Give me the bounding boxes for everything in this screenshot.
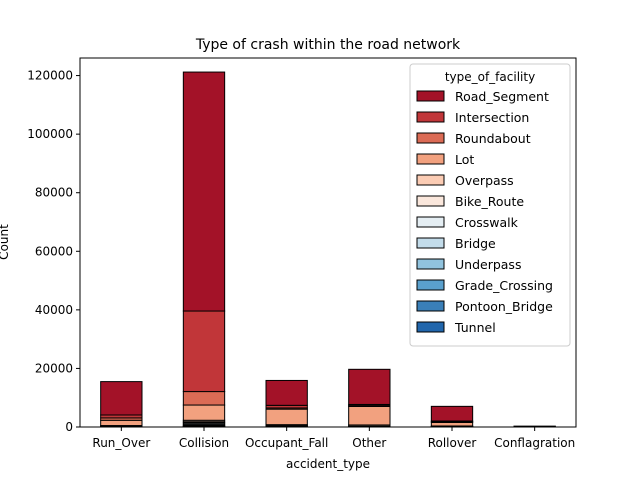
x-axis-label: accident_type — [286, 457, 370, 471]
x-tick-label-Other: Other — [352, 436, 386, 450]
legend-label-Roundabout: Roundabout — [455, 131, 531, 146]
x-tick-label-Collision: Collision — [179, 436, 229, 450]
legend-swatch-Tunnel — [416, 321, 445, 333]
legend-label-Bridge: Bridge — [455, 236, 496, 251]
legend-swatch-Intersection — [416, 111, 445, 123]
plot-frame — [79, 57, 577, 428]
bar-Lot-Occupant_Fall — [265, 408, 308, 426]
legend-swatch-Road_Segment — [416, 90, 445, 102]
legend-swatch-Bike_Route — [416, 195, 445, 207]
bar-Road_Segment-Other — [348, 368, 391, 405]
legend-swatch-Underpass — [416, 258, 445, 270]
y-tick-label-120000: 120000 — [27, 69, 73, 83]
legend-swatch-Bridge — [416, 237, 445, 249]
legend-label-Bike_Route: Bike_Route — [455, 194, 524, 209]
legend-swatch-Overpass — [416, 174, 445, 186]
legend-swatch-Grade_Crossing — [416, 279, 445, 291]
axes-layer: 0 20000 40000 60000 80000 100000 120000 Run_Ove… — [27, 57, 577, 450]
bar-Road_Segment-Run_Over — [100, 381, 143, 416]
x-tick-label-Conflagration: Conflagration — [494, 436, 575, 450]
y-tick-label-40000: 40000 — [35, 303, 73, 317]
bar-Road_Segment-Collision — [182, 71, 226, 312]
legend-label-Lot: Lot — [455, 152, 474, 167]
bar-Lot-Other — [348, 406, 391, 426]
bars-layer — [100, 71, 556, 428]
bar-Intersection-Collision — [182, 310, 226, 393]
legend-title: type_of_facility — [445, 70, 535, 84]
x-tick-label-Occupant_Fall: Occupant_Fall — [245, 436, 328, 450]
legend-swatch-Roundabout — [416, 132, 445, 144]
legend-label-Overpass: Overpass — [455, 173, 514, 188]
legend-label-Crosswalk: Crosswalk — [455, 215, 519, 230]
legend-label-Grade_Crossing: Grade_Crossing — [455, 278, 553, 293]
legend-label-Tunnel: Tunnel — [454, 320, 496, 335]
y-tick-label-20000: 20000 — [35, 361, 73, 375]
y-tick-label-60000: 60000 — [35, 244, 73, 258]
legend: type_of_facility Road_Segment Intersection… — [409, 63, 571, 347]
legend-label-Road_Segment: Road_Segment — [455, 89, 549, 104]
y-axis-label: Count — [0, 224, 11, 260]
bar-Road_Segment-Rollover — [430, 405, 474, 422]
bar-Road_Segment-Occupant_Fall — [265, 379, 308, 406]
bar-Lot-Collision — [182, 404, 226, 421]
legend-swatch-Pontoon_Bridge — [416, 300, 445, 312]
legend-swatch-Crosswalk — [416, 216, 445, 228]
legend-label-Intersection: Intersection — [455, 110, 529, 125]
bar-Lot-Run_Over — [100, 419, 143, 427]
legend-box — [409, 63, 571, 347]
y-tick-label-80000: 80000 — [35, 186, 73, 200]
legend-label-Pontoon_Bridge: Pontoon_Bridge — [455, 299, 553, 314]
bar-Lot-Rollover — [430, 421, 474, 427]
y-tick-label-0: 0 — [65, 420, 73, 434]
x-tick-label-Run_Over: Run_Over — [92, 436, 150, 450]
bar-Roundabout-Collision — [182, 391, 226, 406]
legend-swatch-Lot — [416, 153, 445, 165]
legend-label-Underpass: Underpass — [455, 257, 521, 272]
x-tick-label-Rollover: Rollover — [428, 436, 477, 450]
chart-title: Type of crash within the road network — [195, 37, 461, 53]
y-tick-label-100000: 100000 — [27, 127, 73, 141]
